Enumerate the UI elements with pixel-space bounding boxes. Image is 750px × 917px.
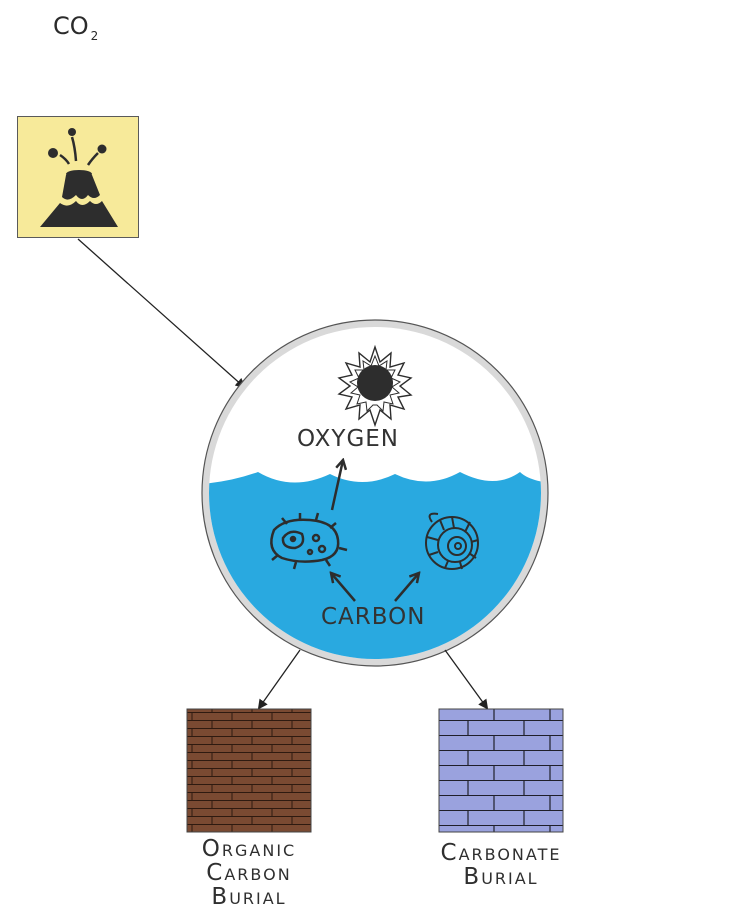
- carbon-to-plankton-arrow: [331, 573, 356, 602]
- organic-line1-cap: O: [201, 836, 222, 862]
- ocean-to-carbonate-burial-arrow: [444, 649, 489, 710]
- organic-line2-rest: ARBON: [224, 865, 292, 884]
- carbonate-line2-rest: URIAL: [481, 869, 539, 888]
- ocean-to-organic-burial-arrow: [257, 649, 301, 710]
- carbonate-line1-cap: C: [440, 840, 459, 866]
- carbon-label: CARBON: [321, 604, 426, 630]
- sun-icon: [337, 344, 413, 428]
- plankton-to-oxygen-arrow: [330, 460, 343, 511]
- carbonate-burial-label: CARBONATE BURIAL: [424, 842, 578, 890]
- organic-line1-rest: RGANIC: [221, 841, 297, 860]
- organic-carbon-burial-label: ORGANIC CARBON BURIAL: [188, 838, 310, 910]
- volcano-to-ocean-arrow: [77, 238, 246, 389]
- carbon-to-shell-arrow: [394, 573, 419, 602]
- plankton-icon: [270, 512, 348, 570]
- volcano-icon: [40, 128, 118, 227]
- carbonate-line2-cap: B: [463, 864, 482, 890]
- ammonite-shell-icon: [425, 512, 479, 570]
- organic-line3-cap: B: [211, 884, 230, 910]
- oxygen-label: OXYGEN: [297, 426, 399, 452]
- organic-carbon-rock: [186, 708, 312, 833]
- carbonate-line1-rest: ARBONATE: [458, 845, 562, 864]
- organic-line3-rest: URIAL: [229, 889, 287, 908]
- co2-subscript: 2: [90, 29, 99, 43]
- co2-base: CO: [53, 12, 89, 40]
- ocean: [209, 472, 541, 659]
- co2-label: CO 2: [53, 12, 98, 43]
- organic-line2-cap: C: [206, 860, 225, 886]
- volcano-box: [17, 116, 139, 238]
- carbonate-rock: [438, 708, 564, 833]
